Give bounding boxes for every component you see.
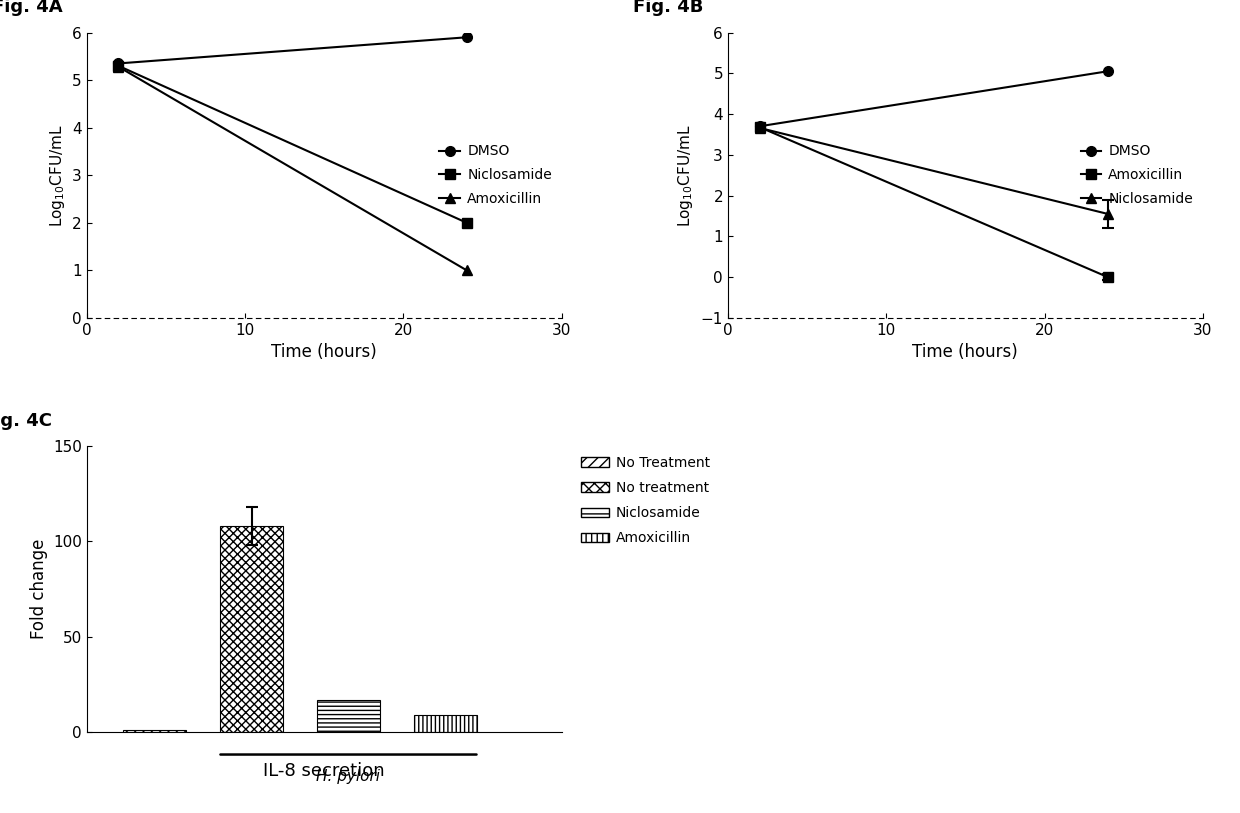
Amoxicillin (753, 122, 768, 132)
Line: Amoxicillin: Amoxicillin (114, 62, 471, 275)
Niclosamide (753, 123, 768, 133)
X-axis label: Time (hours): Time (hours) (913, 343, 1018, 361)
Text: H. pylori: H. pylori (316, 769, 381, 784)
Amoxicillin (459, 266, 474, 276)
Niclosamide (112, 61, 126, 71)
Amoxicillin (1100, 272, 1115, 282)
Line: DMSO: DMSO (755, 67, 1112, 131)
Legend: No Treatment, No treatment, Niclosamide, Amoxicillin: No Treatment, No treatment, Niclosamide,… (578, 454, 713, 548)
Niclosamide (459, 218, 474, 228)
Bar (123, 730, 186, 732)
Legend: DMSO, Niclosamide, Amoxicillin: DMSO, Niclosamide, Amoxicillin (436, 141, 554, 209)
Line: Amoxicillin: Amoxicillin (755, 122, 1112, 282)
Line: Niclosamide: Niclosamide (114, 61, 471, 228)
Text: Fig. 4B: Fig. 4B (632, 0, 703, 16)
DMSO (112, 59, 126, 68)
DMSO (753, 121, 768, 131)
DMSO (459, 33, 474, 42)
Bar (317, 700, 379, 732)
Bar (414, 715, 477, 732)
Line: Niclosamide: Niclosamide (755, 123, 1112, 219)
Text: Fig. 4A: Fig. 4A (0, 0, 62, 16)
Amoxicillin (112, 62, 126, 72)
Niclosamide (1100, 209, 1115, 219)
DMSO (1100, 67, 1115, 76)
Y-axis label: Log$_{10}$CFU/mL: Log$_{10}$CFU/mL (47, 124, 67, 227)
Line: DMSO: DMSO (114, 33, 471, 68)
Y-axis label: Fold change: Fold change (30, 539, 47, 639)
Y-axis label: Log$_{10}$CFU/mL: Log$_{10}$CFU/mL (676, 124, 696, 227)
Bar (219, 526, 283, 732)
X-axis label: Time (hours): Time (hours) (272, 343, 377, 361)
Legend: DMSO, Amoxicillin, Niclosamide: DMSO, Amoxicillin, Niclosamide (1078, 141, 1195, 209)
Text: Fig. 4C: Fig. 4C (0, 412, 52, 430)
X-axis label: IL-8 secretion: IL-8 secretion (263, 763, 386, 780)
